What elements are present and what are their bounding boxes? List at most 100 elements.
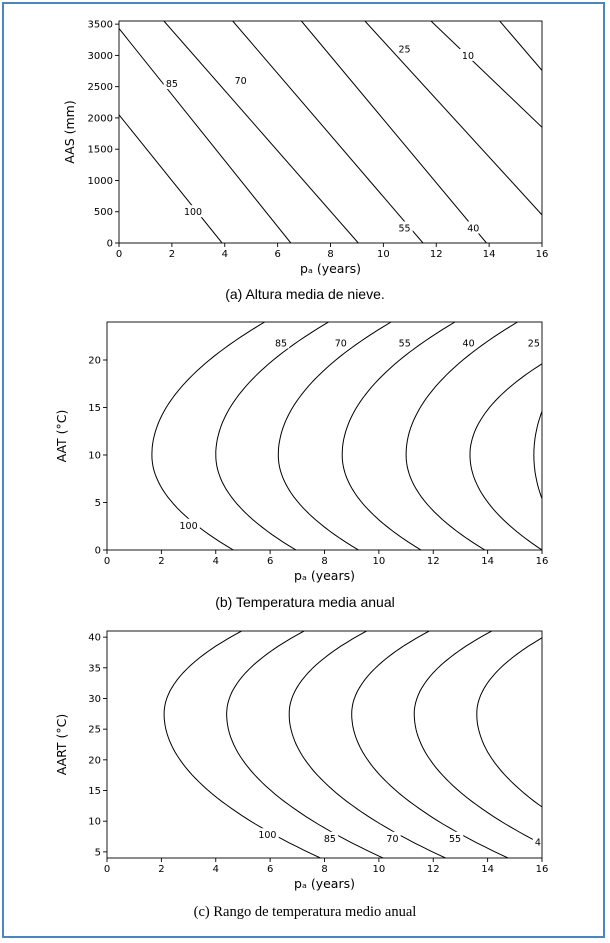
x-tick-label: 6	[274, 249, 280, 260]
y-axis-label: AAS (mm)	[62, 100, 77, 163]
y-tick-label: 15	[88, 403, 101, 414]
contour-label-bg	[532, 835, 544, 848]
x-tick-label: 16	[536, 864, 549, 875]
x-tick-label: 10	[377, 249, 390, 260]
y-tick-label: 5	[95, 498, 101, 509]
contour-line-10	[430, 21, 542, 128]
x-tick-label: 4	[222, 249, 228, 260]
y-tick-label: 25	[88, 725, 101, 736]
x-tick-label: 14	[481, 556, 494, 567]
contour-label-bg	[465, 221, 482, 234]
y-tick-label: 15	[88, 786, 101, 797]
contour-label-bg	[177, 518, 200, 531]
x-tick-label: 16	[536, 249, 549, 260]
x-tick-label: 16	[536, 556, 549, 567]
chart-panel-c: 100 85 70 55 40 2 4 6 8 10 12 14 16510152025303540pₐ…	[54, 630, 549, 920]
x-tick-label: 0	[116, 249, 122, 260]
contour-line-40	[405, 322, 518, 550]
y-tick-label: 40	[88, 633, 101, 644]
x-tick-label: 12	[427, 556, 440, 567]
x-axis-label: pₐ (years)	[300, 261, 361, 276]
contour-line-85	[226, 631, 384, 858]
contour-label-bg	[460, 336, 477, 349]
contour-label: 70	[386, 834, 398, 845]
y-tick-label: 3500	[88, 20, 113, 31]
y-tick-label: 10	[88, 451, 101, 462]
x-tick-label: 14	[483, 249, 496, 260]
contour-label-bg	[181, 205, 205, 218]
contour-label: 4	[535, 838, 541, 849]
contour-label-bg	[459, 48, 477, 61]
contour-label: 100	[258, 830, 276, 841]
y-tick-label: 0	[107, 239, 113, 250]
x-tick-label: 4	[213, 864, 219, 875]
x-tick-label: 8	[321, 556, 327, 567]
figure-caption: (c) Rango de temperatura medio anual	[194, 904, 417, 920]
x-tick-label: 2	[158, 556, 164, 567]
contour-label-bg	[396, 336, 413, 349]
contour-label-bg	[525, 336, 543, 349]
contour-line-55	[232, 21, 424, 243]
figure-caption: (b) Temperatura media anual	[215, 594, 395, 610]
y-axis-label: AAT (°C)	[54, 410, 69, 463]
contour-line-unlabeled	[476, 637, 542, 808]
contour-label-bg	[446, 831, 464, 844]
y-tick-label: 30	[88, 694, 101, 705]
y-tick-label: 1000	[88, 176, 113, 187]
x-tick-label: 12	[430, 249, 443, 260]
axes-box	[106, 630, 543, 859]
y-tick-label: 500	[94, 207, 113, 218]
contour-line-25	[364, 21, 542, 216]
contour-label-bg	[321, 831, 339, 844]
figure-caption: (a) Altura media de nieve.	[225, 286, 385, 302]
contour-label-bg	[256, 828, 279, 841]
contour-label: 100	[179, 521, 197, 532]
contour-label: 10	[462, 51, 474, 62]
x-tick-label: 10	[373, 864, 386, 875]
contour-label-bg	[163, 77, 181, 90]
contour-line-70	[277, 322, 392, 550]
contour-label-bg	[232, 73, 249, 86]
contour-line-unlabeled	[499, 21, 542, 71]
contour-label-bg	[272, 336, 290, 349]
axes-box	[106, 321, 543, 551]
x-axis-label: pₐ (years)	[294, 876, 355, 891]
contour-label: 25	[528, 338, 540, 349]
y-tick-label: 35	[88, 663, 101, 674]
chart-panel-b: 100 85 70 55 40 25 0 2 4 6 8 10 12 14 16 0 5 10 15 20 pₐ (ye…	[54, 321, 549, 610]
x-axis-label: pₐ (years)	[294, 568, 355, 583]
contour-line-25	[469, 363, 542, 550]
contour-line-100	[163, 631, 321, 858]
y-axis-label: AART (°C)	[54, 714, 69, 776]
y-tick-label: 20	[88, 356, 101, 367]
y-tick-label: 2500	[88, 82, 113, 93]
contour-line-55	[351, 631, 509, 858]
x-tick-label: 14	[481, 864, 494, 875]
contour-lines	[151, 322, 542, 550]
x-tick-label: 6	[267, 556, 273, 567]
contour-label: 85	[166, 79, 178, 90]
contour-label: 55	[399, 338, 411, 349]
contour-label: 55	[449, 834, 461, 845]
contour-label-bg	[396, 221, 413, 234]
contour-lines	[119, 21, 542, 243]
x-tick-label: 0	[104, 556, 110, 567]
contour-label: 40	[463, 338, 475, 349]
y-tick-label: 20	[88, 755, 101, 766]
contour-label-bg	[396, 42, 413, 55]
contour-line-4	[413, 631, 542, 845]
y-tick-label: 10	[88, 817, 101, 828]
x-tick-label: 2	[158, 864, 164, 875]
contour-line-55	[341, 322, 456, 550]
contour-label-bg	[332, 336, 350, 349]
contour-label: 70	[235, 76, 247, 87]
contour-line-70	[288, 631, 446, 858]
y-tick-label: 3000	[88, 51, 113, 62]
contour-label: 70	[335, 338, 347, 349]
contour-lines	[163, 631, 542, 858]
contour-label-bg	[384, 831, 401, 844]
x-tick-label: 10	[373, 556, 386, 567]
contour-label: 25	[398, 45, 410, 56]
